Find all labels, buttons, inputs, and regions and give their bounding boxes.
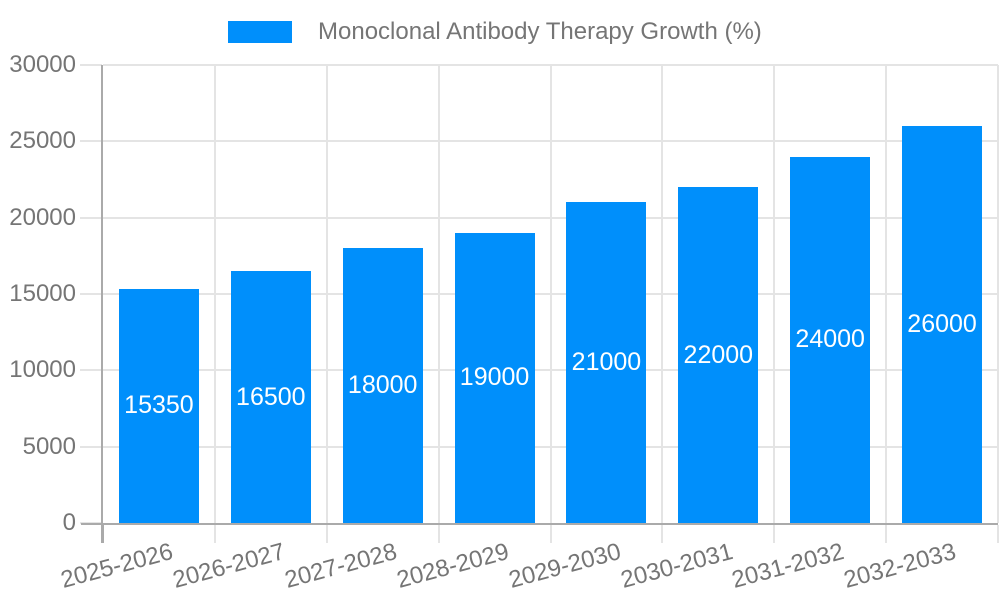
gridline-v bbox=[661, 65, 664, 523]
bar-value-label: 22000 bbox=[683, 340, 754, 369]
y-axis-label: 10000 bbox=[9, 356, 76, 384]
x-axis-label: 2026-2027 bbox=[169, 538, 288, 594]
bar-value-label: 24000 bbox=[795, 325, 865, 354]
x-axis-label: 2028-2029 bbox=[393, 538, 512, 594]
bar-value-label: 16500 bbox=[236, 382, 306, 411]
x-axis-tick bbox=[885, 525, 888, 543]
y-axis-label: 15000 bbox=[9, 280, 76, 307]
gridline-v bbox=[325, 65, 328, 523]
bar-value-label: 21000 bbox=[571, 348, 642, 377]
legend-label: Monoclonal Antibody Therapy Growth (%) bbox=[318, 18, 762, 45]
x-axis-tick bbox=[102, 525, 104, 543]
y-axis-tick bbox=[80, 369, 102, 372]
x-axis-label: 2031-2032 bbox=[729, 538, 848, 594]
x-axis-label: 2032-2033 bbox=[841, 538, 960, 594]
gridline-v bbox=[437, 65, 440, 523]
y-axis-label: 20000 bbox=[9, 203, 76, 231]
x-axis-tick bbox=[997, 525, 999, 543]
bar[interactable]: 21000 bbox=[566, 202, 647, 523]
x-axis-tick bbox=[213, 525, 216, 543]
x-axis-tick bbox=[325, 525, 328, 543]
x-axis-tick bbox=[437, 525, 440, 543]
y-axis-label: 25000 bbox=[9, 127, 76, 155]
gridline-v bbox=[549, 65, 552, 523]
bar[interactable]: 19000 bbox=[454, 232, 535, 523]
y-axis-tick bbox=[80, 140, 102, 143]
x-axis-line bbox=[81, 523, 998, 525]
gridline-v bbox=[773, 65, 776, 523]
bar[interactable]: 26000 bbox=[902, 126, 983, 523]
y-axis-label: 0 bbox=[62, 509, 76, 536]
y-axis-label: 5000 bbox=[22, 432, 76, 460]
x-axis-label: 2030-2031 bbox=[617, 538, 736, 594]
bar[interactable]: 24000 bbox=[790, 156, 871, 523]
gridline-v bbox=[213, 65, 216, 523]
y-axis-tick bbox=[80, 64, 102, 66]
x-axis-label: 2027-2028 bbox=[281, 538, 400, 594]
y-axis-tick bbox=[80, 445, 102, 448]
bar-value-label: 15350 bbox=[124, 391, 194, 420]
bar-value-label: 19000 bbox=[459, 363, 530, 392]
x-axis-tick bbox=[661, 525, 664, 543]
gridline-v bbox=[885, 65, 888, 523]
bar[interactable]: 15350 bbox=[118, 288, 199, 523]
legend-swatch bbox=[228, 21, 292, 43]
bar[interactable]: 18000 bbox=[342, 248, 423, 523]
y-axis-tick bbox=[80, 216, 102, 219]
bar-value-label: 26000 bbox=[907, 310, 977, 339]
x-axis-label: 2029-2030 bbox=[505, 538, 624, 594]
bar-value-label: 18000 bbox=[347, 371, 418, 400]
y-axis-line bbox=[101, 65, 103, 543]
bar[interactable]: 22000 bbox=[678, 187, 759, 523]
legend-item[interactable]: Monoclonal Antibody Therapy Growth (%) bbox=[228, 18, 762, 46]
x-axis-tick bbox=[773, 525, 776, 543]
x-axis-label: 2025-2026 bbox=[58, 538, 176, 594]
bar[interactable]: 16500 bbox=[230, 271, 311, 523]
y-axis-label: 30000 bbox=[9, 51, 76, 78]
x-axis-tick bbox=[549, 525, 552, 543]
gridline-v bbox=[997, 65, 999, 523]
y-axis-tick bbox=[80, 293, 102, 295]
